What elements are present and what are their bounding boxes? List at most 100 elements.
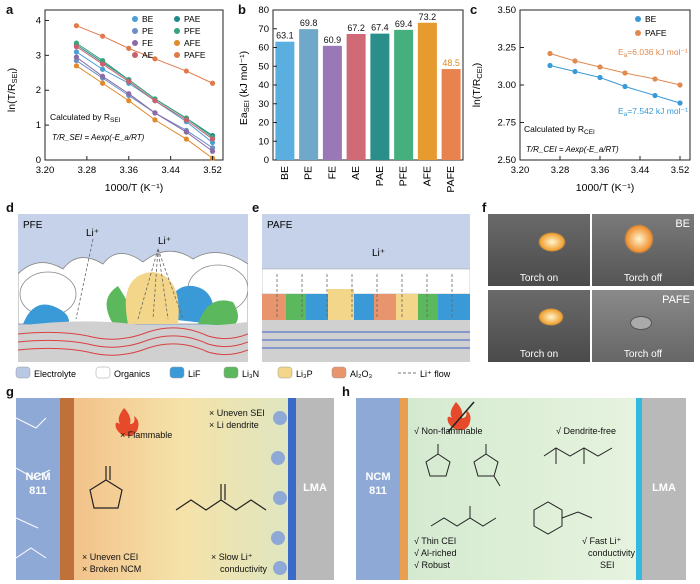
data-point-fe [126, 91, 132, 97]
flame-icon [538, 308, 564, 326]
y-tick-label: 3 [36, 50, 41, 61]
coin-cell-icon [630, 316, 652, 330]
legend-marker-be [132, 16, 138, 22]
data-point-afe [126, 98, 132, 104]
cathode-ncm: NCM 811 [356, 398, 400, 580]
panel-label-d: d [6, 200, 14, 215]
data-point-pafe [572, 58, 578, 64]
data-point-afe [73, 63, 80, 69]
photo-caption: Torch off [623, 349, 663, 360]
data-point-pafe [126, 45, 132, 51]
legend-label-afe: AFE [184, 38, 201, 48]
data-point-ae [183, 117, 189, 123]
category-label: BE [279, 166, 291, 180]
data-point-ae [126, 78, 132, 85]
cathode-label-2: 811 [29, 485, 47, 497]
panel-label-e: e [252, 200, 260, 215]
data-point-fe [99, 73, 106, 79]
legend-label-pe: PE [142, 26, 154, 36]
data-point-be [597, 74, 603, 81]
data-point-pafe [652, 76, 658, 82]
x-tick-label: 3.36 [591, 165, 610, 176]
text-broken-ncm: × Broken NCM [82, 564, 142, 574]
cathode-region [262, 320, 470, 362]
series-line-pafe [76, 25, 213, 84]
y-tick-label: 30 [258, 99, 269, 110]
series-line-pfe [76, 42, 213, 138]
data-point-pafe [622, 70, 628, 76]
molecule-structures [425, 444, 613, 535]
photo-caption: Torch on [519, 273, 559, 284]
data-point-ae [152, 98, 158, 104]
cei-layer [60, 398, 74, 580]
legend-label-pafe: PAFE [184, 50, 206, 60]
cathode-region [18, 321, 248, 362]
lif-grain [23, 304, 69, 326]
bar-pafe [441, 69, 461, 160]
panel-label-f: f [482, 200, 487, 215]
panel-label-c: c [470, 2, 478, 17]
photo-pafe-torch-on: Torch on [488, 290, 590, 362]
data-point-be [572, 68, 578, 75]
data-point-ae [99, 61, 106, 67]
data-point-afe [183, 136, 189, 142]
panel-h-designed: NCM 811 LMA √ Non-flammable √ Dendrite-fr… [356, 398, 686, 580]
data-point-fe [152, 110, 158, 116]
legend-label: Li₃N [242, 369, 259, 379]
chart-c-xlabel: 1000/T (K⁻¹) [576, 182, 634, 194]
data-point-fe [209, 148, 216, 154]
category-label: PAFE [445, 166, 457, 193]
legend-marker-pfe [174, 28, 180, 34]
legend-marker-pafe [174, 52, 180, 58]
bar-value-label: 69.4 [395, 19, 413, 29]
panel-label-b: b [238, 2, 246, 17]
legend-label-be: BE [142, 14, 154, 24]
chart-a-arrhenius-sei: 3.20 3.28 3.36 3.44 3.52 0 1 2 3 4 1000/T (K⁻¹) l… [6, 9, 224, 194]
li-flow-arrows [276, 274, 453, 319]
text-fast-li: √ Fast Li⁺ [582, 536, 622, 546]
y-tick-label: 2.50 [498, 155, 517, 166]
anode-label: LMA [303, 482, 327, 494]
photo-pafe-torch-off: PAFE Torch off [592, 290, 694, 362]
bar-value-label: 67.2 [347, 23, 365, 33]
category-label: AE [350, 166, 362, 180]
data-point-afe [99, 80, 106, 86]
chart-c-ann-pafe: Ea=6.036 kJ mol⁻¹ [618, 47, 688, 59]
x-tick-label: 3.28 [551, 165, 570, 176]
y-tick-label: 0 [36, 155, 41, 166]
chart-a-ylabel: ln(T/RSEI) [6, 68, 19, 112]
series-line-pafe [549, 53, 681, 86]
text-dendrite-free: √ Dendrite-free [556, 426, 616, 436]
category-label: AFE [421, 166, 433, 186]
stress-lines [262, 331, 470, 349]
lithium-dendrites [271, 411, 287, 575]
data-point-be [677, 100, 683, 106]
legend-swatch [169, 366, 185, 379]
chart-c-ann-be: Ea=7.542 kJ mol⁻¹ [618, 106, 688, 118]
chart-c-ylabel: ln(T/RCEI) [471, 63, 484, 108]
legend-marker-afe [174, 40, 180, 46]
x-tick-label: 3.52 [671, 165, 690, 176]
series-line-afe [76, 65, 213, 159]
x-tick-label: 3.20 [511, 165, 530, 176]
legend-marker-pe [132, 28, 138, 34]
category-label: PAE [374, 166, 386, 186]
text-sei: SEI [600, 560, 615, 570]
panel-h-drawings [425, 401, 613, 535]
legend-label-pafe: PAFE [645, 28, 667, 38]
chart-a-frame [44, 9, 224, 161]
series-line-be [76, 51, 213, 143]
legend-marker-be [635, 16, 641, 22]
legend-label: Al₂O₃ [350, 369, 372, 379]
category-label: FE [326, 166, 338, 179]
bar-pfe [394, 29, 414, 160]
bar-value-label: 60.9 [324, 35, 342, 45]
data-point-pafe [183, 68, 189, 74]
schematic-e-pafe-interphase: PAFE Li⁺ [262, 214, 470, 362]
anode-lma: LMA [642, 398, 686, 580]
bar-ae [346, 34, 366, 160]
y-tick-label: 2 [36, 85, 41, 96]
data-point-be [99, 66, 106, 72]
legend-label-fe: FE [142, 38, 153, 48]
legend-label-pfe: PFE [184, 26, 201, 36]
